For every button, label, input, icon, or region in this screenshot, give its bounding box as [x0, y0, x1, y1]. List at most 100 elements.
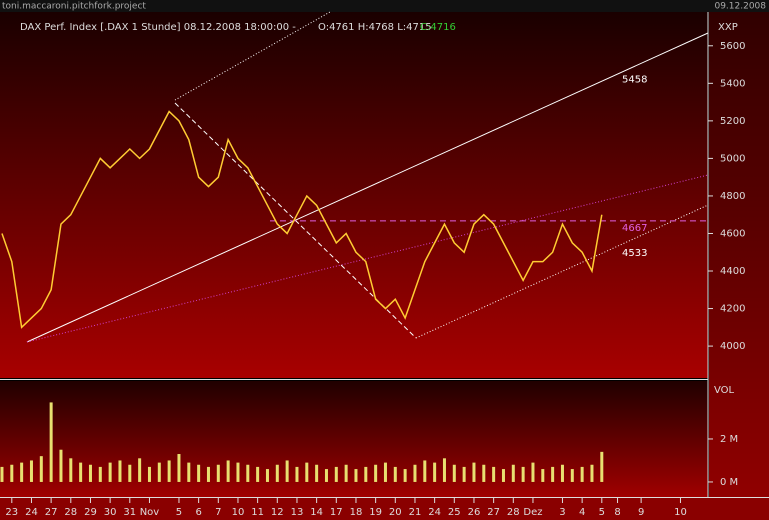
annotation: 4533 — [622, 248, 647, 259]
x-tick-label: 8 — [614, 507, 620, 518]
x-tick-label: 10 — [674, 507, 687, 518]
volume-bar — [472, 462, 476, 482]
y-tick-label: 5400 — [720, 78, 745, 89]
x-tick-label: 10 — [232, 507, 245, 518]
volume-bar — [315, 464, 319, 482]
lower-tine — [415, 204, 709, 339]
volume-bar — [157, 462, 161, 482]
volume-bar — [285, 460, 289, 482]
y-tick-label: 4400 — [720, 266, 745, 277]
volume-bar — [69, 458, 73, 482]
volume-bar — [98, 466, 102, 482]
volume-bar — [246, 464, 250, 482]
x-tick-label: 9 — [638, 507, 644, 518]
volume-bar — [364, 466, 368, 482]
x-tick-label: 29 — [84, 507, 97, 518]
volume-bar — [580, 466, 584, 482]
volume-bar — [138, 458, 142, 482]
volume-bar — [521, 466, 525, 482]
annotation: 4667 — [622, 223, 647, 234]
volume-bar — [177, 454, 181, 482]
volume-bar — [511, 464, 515, 482]
volume-bar — [108, 462, 112, 482]
volume-bar — [10, 464, 14, 482]
date: 09.12.2008 — [714, 2, 766, 12]
volume-bar — [374, 464, 378, 482]
x-tick-label: 5 — [599, 507, 605, 518]
volume-bar — [482, 464, 486, 482]
volume-bar — [344, 464, 348, 482]
volume-bar — [187, 462, 191, 482]
x-tick-label: 19 — [369, 507, 382, 518]
volume-bar — [541, 469, 545, 482]
x-tick-label: 5 — [176, 507, 182, 518]
volume-bar — [226, 460, 230, 482]
volume-bar — [551, 466, 555, 482]
x-tick-label: 7 — [215, 507, 221, 518]
volume-bar — [452, 464, 456, 482]
volume-bar — [334, 466, 338, 482]
price-panel — [0, 12, 708, 378]
volume-label: VOL — [714, 385, 735, 396]
axis-label: XXP — [718, 22, 738, 33]
x-tick-label: 23 — [5, 507, 18, 518]
volume-bar — [197, 464, 201, 482]
volume-bar — [39, 456, 43, 482]
volume-bar — [570, 469, 574, 482]
x-tick-label: 12 — [271, 507, 284, 518]
y-tick-label: 4200 — [720, 304, 745, 315]
x-tick-label: 28 — [507, 507, 520, 518]
x-tick-label: 24 — [428, 507, 441, 518]
volume-bar — [128, 464, 132, 482]
volume-bar — [167, 460, 171, 482]
volume-bar — [501, 469, 505, 482]
volume-bar — [433, 462, 437, 482]
volume-bar — [0, 466, 4, 482]
volume-bar — [20, 462, 24, 482]
x-tick-label: 24 — [25, 507, 38, 518]
volume-bar — [256, 466, 260, 482]
volume-bar — [49, 402, 53, 482]
y-tick-label: 5600 — [720, 41, 745, 52]
x-tick-label: 13 — [291, 507, 304, 518]
y-tick-label: 4800 — [720, 191, 745, 202]
x-tick-label: 21 — [409, 507, 422, 518]
ohlc-text: O:4761 H:4768 L:4715 — [318, 22, 432, 33]
volume-bar — [442, 458, 446, 482]
volume-bar — [492, 466, 496, 482]
y-tick-label: 5200 — [720, 116, 745, 127]
y-tick-label: 2 M — [720, 434, 738, 445]
volume-bar — [413, 464, 417, 482]
x-tick-label: Nov — [140, 507, 160, 518]
volume-bar — [206, 466, 210, 482]
volume-bar — [354, 469, 358, 482]
x-tick-label: 25 — [448, 507, 461, 518]
x-tick-label: 31 — [123, 507, 136, 518]
y-tick-label: 4000 — [720, 341, 745, 352]
price-line — [1, 110, 603, 329]
axis-panel — [709, 12, 769, 497]
x-tick-label: 20 — [389, 507, 402, 518]
volume-bar — [118, 460, 122, 482]
y-tick-label: 5000 — [720, 153, 745, 164]
median-line — [26, 32, 709, 343]
y-tick-label: 4600 — [720, 228, 745, 239]
x-tick-label: 28 — [64, 507, 77, 518]
volume-bar — [423, 460, 427, 482]
volume-bar — [324, 469, 328, 482]
x-tick-label: 18 — [350, 507, 363, 518]
x-tick-label: 17 — [330, 507, 343, 518]
x-axis-panel — [0, 498, 769, 520]
x-tick-label: Dez — [523, 507, 542, 518]
x-tick-label: 6 — [195, 507, 201, 518]
volume-bar — [29, 460, 33, 482]
top-strip — [0, 0, 769, 12]
volume-bar — [383, 462, 387, 482]
chart-title: DAX Perf. Index [.DAX 1 Stunde] 08.12.20… — [20, 22, 296, 33]
x-tick-label: 27 — [487, 507, 500, 518]
volume-bar — [305, 462, 309, 482]
volume-bar — [393, 466, 397, 482]
volume-bar — [403, 469, 407, 482]
volume-bar — [79, 462, 83, 482]
